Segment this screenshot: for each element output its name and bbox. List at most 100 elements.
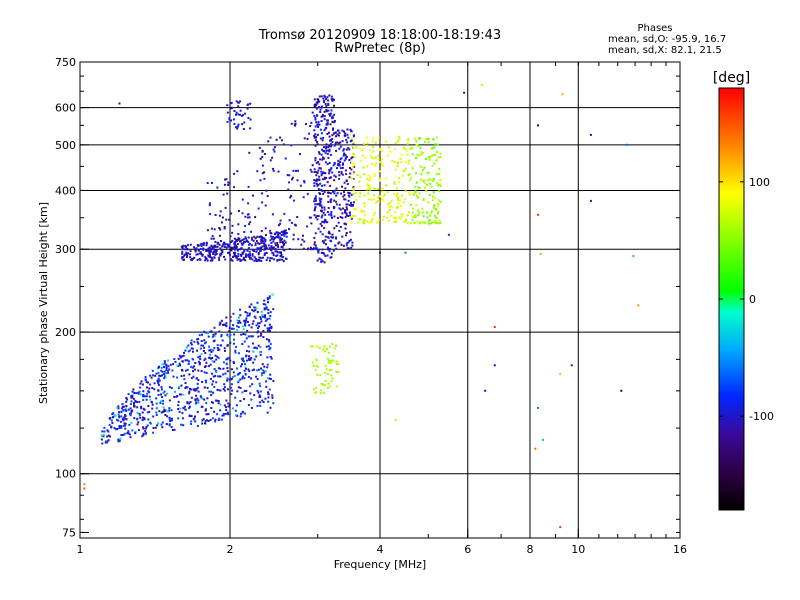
scatter-point (226, 357, 229, 360)
scatter-point (324, 213, 327, 216)
scatter-point (133, 417, 136, 420)
scatter-point (204, 379, 207, 382)
y-tick-label: 750 (55, 56, 76, 69)
scatter-point (330, 252, 333, 255)
scatter-point (146, 392, 149, 395)
scatter-point (198, 363, 201, 366)
scatter-point (213, 326, 216, 329)
scatter-point (211, 401, 214, 404)
scatter-point (410, 176, 412, 179)
scatter-point (253, 394, 256, 397)
scatter-point (240, 333, 243, 336)
scatter-point (290, 221, 293, 224)
scatter-point (112, 412, 115, 415)
scatter-point (347, 191, 350, 194)
scatter-point (344, 154, 347, 157)
scatter-point (324, 371, 327, 374)
scatter-point (308, 216, 311, 219)
scatter-point (399, 199, 402, 202)
scatter-point (195, 401, 198, 404)
isolated-point (559, 526, 562, 529)
scatter-point (171, 369, 174, 372)
scatter-point (151, 387, 154, 389)
scatter-point (164, 414, 167, 416)
scatter-point (323, 129, 326, 132)
scatter-point (203, 386, 206, 389)
scatter-point (415, 140, 418, 143)
x-tick-label: 4 (377, 543, 384, 556)
scatter-point (314, 369, 317, 371)
scatter-point (228, 378, 231, 381)
scatter-point (275, 255, 278, 257)
scatter-point (251, 254, 254, 257)
scatter-point (238, 258, 241, 261)
scatter-point (158, 410, 161, 413)
scatter-point (439, 179, 442, 182)
scatter-point (227, 335, 230, 338)
scatter-point (323, 115, 326, 118)
scatter-point (345, 148, 348, 151)
scatter-point (162, 392, 165, 394)
scatter-point (345, 173, 348, 176)
scatter-point (253, 256, 256, 259)
scatter-point (237, 233, 240, 235)
scatter-point (218, 214, 221, 217)
scatter-point (291, 176, 294, 179)
scatter-point (247, 240, 250, 243)
scatter-point (332, 127, 334, 130)
scatter-point (380, 163, 383, 166)
scatter-point (344, 198, 347, 201)
scatter-point (322, 220, 325, 223)
scatter-point (411, 219, 414, 222)
scatter-point (408, 173, 411, 175)
scatter-point (120, 425, 123, 428)
scatter-point (397, 196, 400, 199)
scatter-point (337, 363, 339, 366)
scatter-point (114, 415, 116, 418)
scatter-point (418, 211, 421, 214)
isolated-point (539, 253, 542, 255)
scatter-point (268, 326, 271, 329)
scatter-point (181, 256, 184, 259)
scatter-point (254, 244, 257, 247)
scatter-point (322, 172, 324, 174)
scatter-point (427, 222, 430, 225)
scatter-point (182, 244, 185, 247)
scatter-point (408, 191, 411, 194)
scatter-point (320, 170, 323, 173)
scatter-point (261, 369, 264, 372)
scatter-point (396, 206, 399, 208)
scatter-point (141, 419, 144, 422)
scatter-point (399, 157, 402, 160)
scatter-point (323, 391, 325, 394)
scatter-point (430, 221, 433, 224)
scatter-point (331, 216, 333, 219)
scatter-point (377, 200, 380, 203)
scatter-point (188, 402, 191, 405)
scatter-point (326, 123, 329, 126)
scatter-point (263, 237, 266, 240)
scatter-point (144, 427, 147, 430)
scatter-point (238, 240, 241, 243)
scatter-point (322, 101, 325, 103)
scatter-point (362, 166, 365, 169)
scatter-point (313, 105, 316, 108)
scatter-point (438, 219, 441, 222)
scatter-point (223, 226, 226, 228)
scatter-point (188, 373, 191, 376)
scatter-point (239, 308, 241, 311)
scatter-point (324, 103, 327, 105)
scatter-point (367, 192, 370, 195)
scatter-point (169, 420, 172, 422)
scatter-point (243, 377, 246, 380)
scatter-point (224, 349, 226, 352)
scatter-point (345, 223, 347, 226)
scatter-point (241, 391, 244, 394)
scatter-point (202, 248, 205, 251)
scatter-point (381, 158, 384, 161)
scatter-point (330, 235, 333, 238)
scatter-point (226, 243, 229, 246)
scatter-point (147, 405, 150, 407)
scatter-point (303, 181, 306, 184)
scatter-point (210, 244, 213, 247)
